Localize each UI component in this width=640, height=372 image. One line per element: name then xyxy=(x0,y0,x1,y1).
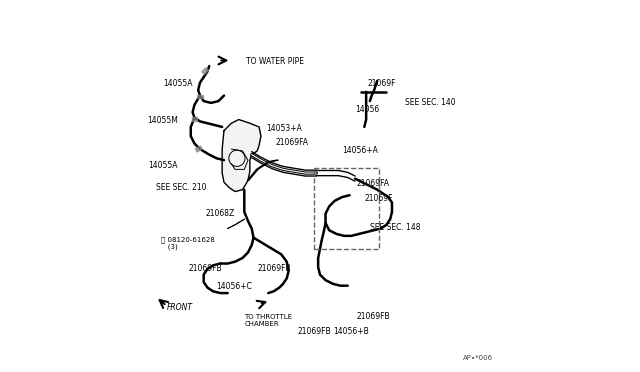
Text: 21069F: 21069F xyxy=(368,79,397,88)
Bar xyxy=(197,95,203,99)
Bar xyxy=(191,117,197,121)
Text: 14056+B: 14056+B xyxy=(333,327,369,336)
Text: 21069FB: 21069FB xyxy=(357,312,390,321)
Text: 21069FA: 21069FA xyxy=(276,138,308,147)
Text: TO WATER PIPE: TO WATER PIPE xyxy=(246,57,304,66)
Text: 21069F: 21069F xyxy=(364,194,393,203)
Polygon shape xyxy=(222,119,261,192)
Text: SEE SEC. 140: SEE SEC. 140 xyxy=(405,98,456,107)
Text: 21069FB: 21069FB xyxy=(257,264,291,273)
Bar xyxy=(202,68,209,74)
Text: 14053+A: 14053+A xyxy=(266,124,302,132)
Text: 14055A: 14055A xyxy=(163,79,193,88)
Text: SEE SEC. 148: SEE SEC. 148 xyxy=(370,223,420,232)
Text: TO THROTTLE
CHAMBER: TO THROTTLE CHAMBER xyxy=(244,314,292,327)
Text: 14056+C: 14056+C xyxy=(216,282,253,291)
Text: 21069FB: 21069FB xyxy=(298,327,332,336)
Text: 21068Z: 21068Z xyxy=(205,209,235,218)
Text: SEE SEC. 210: SEE SEC. 210 xyxy=(156,183,206,192)
Text: 14056: 14056 xyxy=(355,105,380,114)
Text: 21069FB: 21069FB xyxy=(189,264,223,273)
Text: AP∙*006: AP∙*006 xyxy=(463,355,493,360)
Text: FRONT: FRONT xyxy=(167,303,193,312)
Text: Ⓑ 08120-61628
   (3): Ⓑ 08120-61628 (3) xyxy=(161,236,215,250)
Text: 14056+A: 14056+A xyxy=(342,146,378,155)
Text: 21069FA: 21069FA xyxy=(357,179,390,188)
Text: 14055A: 14055A xyxy=(148,161,178,170)
Bar xyxy=(195,146,202,152)
Text: 14055M: 14055M xyxy=(147,116,178,125)
